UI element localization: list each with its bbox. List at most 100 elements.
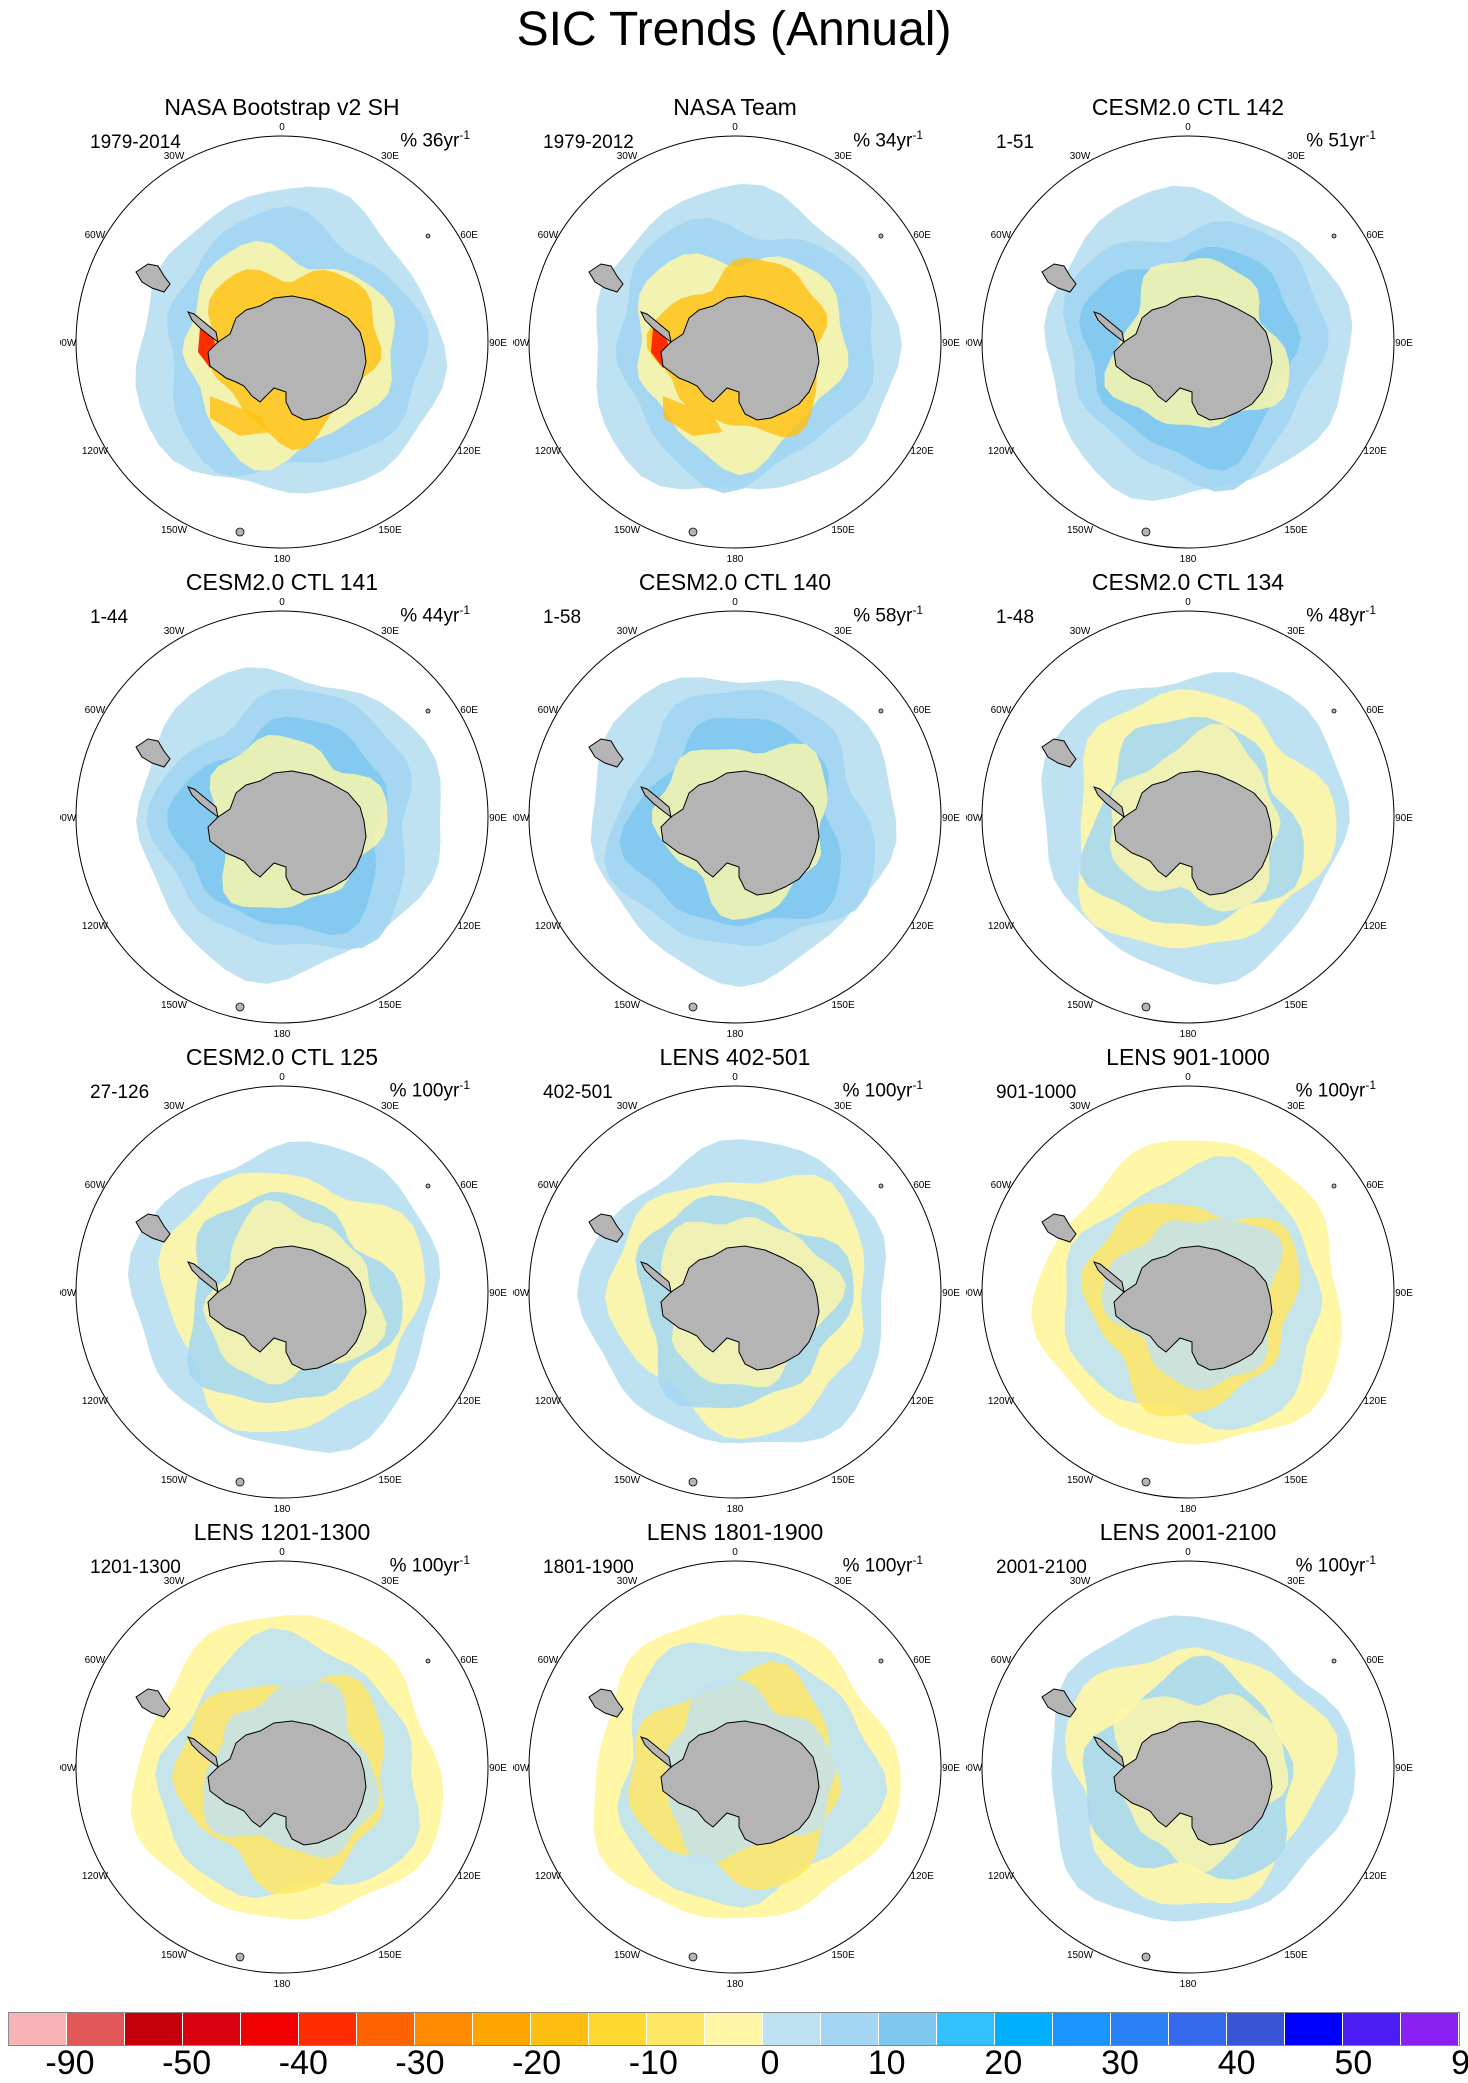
longitude-label: 180 bbox=[1180, 554, 1197, 565]
longitude-label: 90E bbox=[942, 1763, 960, 1774]
longitude-label: 180 bbox=[1180, 1504, 1197, 1515]
longitude-label: 30E bbox=[381, 1576, 399, 1587]
longitude-label: 150W bbox=[614, 1950, 641, 1961]
longitude-label: 120E bbox=[457, 921, 481, 932]
longitude-label: 60W bbox=[538, 230, 559, 241]
panel-unit: % 100yr-1 bbox=[843, 1078, 923, 1102]
polar-map: 0 30E 60E 90E 120E 150E 180 150W 120W 90W 60W 30W bbox=[513, 597, 960, 1040]
longitude-label: 150W bbox=[161, 1475, 188, 1486]
panel-title: LENS 1801-1900 bbox=[646, 1519, 824, 1545]
longitude-label: 60W bbox=[85, 1655, 106, 1666]
longitude-label: 90W bbox=[60, 1288, 77, 1299]
colorbar-label: 50 bbox=[1334, 2044, 1373, 2082]
longitude-label: 90W bbox=[966, 813, 983, 824]
longitude-label: 120E bbox=[1363, 446, 1387, 457]
longitude-label: 150W bbox=[161, 525, 188, 536]
longitude-label: 120E bbox=[910, 921, 934, 932]
longitude-label: 180 bbox=[274, 1029, 291, 1040]
unit-prefix: % 100yr bbox=[1295, 1080, 1366, 1102]
polar-map: 0 30E 60E 90E 120E 150E 180 150W 120W 90W 60W 30W bbox=[966, 1072, 1413, 1515]
panel-title: CESM2.0 CTL 142 bbox=[1091, 94, 1285, 120]
panel-period: 1801-1900 bbox=[543, 1557, 634, 1578]
longitude-label: 0 bbox=[1185, 1547, 1191, 1558]
longitude-label: 0 bbox=[279, 1547, 285, 1558]
colorbar-swatch bbox=[821, 2013, 879, 2045]
panel-period: 1201-1300 bbox=[90, 1557, 181, 1578]
colorbar-label: -50 bbox=[162, 2044, 212, 2082]
panel-unit: % 44yr-1 bbox=[400, 603, 470, 627]
map-panel: 0 30E 60E 90E 120E 150E 180 150W 120W 90W 60W 30W LE… bbox=[966, 1519, 1446, 1995]
colorbar-swatch bbox=[67, 2013, 125, 2045]
map-panel: 0 30E 60E 90E 120E 150E 180 150W 120W 90W 60W 30W LE… bbox=[513, 1519, 993, 1995]
longitude-label: 0 bbox=[279, 597, 285, 608]
longitude-label: 90W bbox=[513, 1288, 530, 1299]
map-panel: 0 30E 60E 90E 120E 150E 180 150W 120W 90W 60W 30W LE… bbox=[966, 1044, 1446, 1520]
colorbar-label: 10 bbox=[867, 2044, 906, 2082]
unit-exponent: -1 bbox=[912, 1553, 923, 1567]
colorbar-swatch bbox=[1053, 2013, 1111, 2045]
colorbar-swatch bbox=[241, 2013, 299, 2045]
map-panel: 0 30E 60E 90E 120E 150E 180 150W 120W 90W 60W 30W CE… bbox=[966, 569, 1446, 1045]
longitude-label: 120E bbox=[1363, 1871, 1387, 1882]
panel-unit: % 48yr-1 bbox=[1306, 603, 1376, 627]
panel-period: 1979-2012 bbox=[543, 132, 634, 153]
panel-title: NASA Team bbox=[673, 94, 797, 120]
longitude-label: 60W bbox=[538, 1655, 559, 1666]
longitude-label: 30E bbox=[1287, 151, 1305, 162]
longitude-label: 150W bbox=[614, 1000, 641, 1011]
longitude-label: 180 bbox=[1180, 1979, 1197, 1990]
unit-prefix: % 36yr bbox=[400, 130, 460, 152]
longitude-label: 150E bbox=[1284, 1475, 1308, 1486]
longitude-label: 120W bbox=[82, 446, 109, 457]
longitude-label: 90W bbox=[513, 338, 530, 349]
longitude-label: 150E bbox=[831, 1475, 855, 1486]
longitude-label: 150E bbox=[378, 1000, 402, 1011]
panel-title: LENS 901-1000 bbox=[1106, 1044, 1270, 1070]
longitude-label: 120E bbox=[457, 446, 481, 457]
polar-map: 0 30E 60E 90E 120E 150E 180 150W 120W 90W 60W 30W bbox=[966, 597, 1413, 1040]
panel-unit: % 51yr-1 bbox=[1306, 128, 1376, 152]
longitude-label: 120E bbox=[910, 1871, 934, 1882]
longitude-label: 60E bbox=[913, 1180, 931, 1191]
colorbar-label: 40 bbox=[1217, 2044, 1256, 2082]
longitude-label: 0 bbox=[279, 1072, 285, 1083]
colorbar-swatch bbox=[125, 2013, 183, 2045]
colorbar-label: 20 bbox=[984, 2044, 1023, 2082]
longitude-label: 60E bbox=[1366, 230, 1384, 241]
longitude-label: 60W bbox=[85, 230, 106, 241]
longitude-label: 120W bbox=[82, 921, 109, 932]
longitude-label: 90E bbox=[489, 338, 507, 349]
longitude-label: 180 bbox=[274, 554, 291, 565]
longitude-label: 120W bbox=[988, 446, 1015, 457]
colorbar-label: 0 bbox=[760, 2044, 780, 2082]
panel-title: CESM2.0 CTL 141 bbox=[185, 569, 379, 595]
longitude-label: 0 bbox=[732, 122, 738, 133]
colorbar-label: 30 bbox=[1101, 2044, 1139, 2082]
panel-title: CESM2.0 CTL 134 bbox=[1091, 569, 1285, 595]
longitude-label: 150W bbox=[614, 1475, 641, 1486]
figure-title: SIC Trends (Annual) bbox=[516, 3, 952, 56]
panel-period: 402-501 bbox=[543, 1082, 613, 1103]
longitude-label: 60E bbox=[1366, 1655, 1384, 1666]
colorbar-swatch bbox=[1401, 2013, 1459, 2045]
unit-exponent: -1 bbox=[912, 1078, 923, 1092]
longitude-label: 120W bbox=[535, 446, 562, 457]
longitude-label: 150E bbox=[378, 1475, 402, 1486]
longitude-label: 90W bbox=[966, 1763, 983, 1774]
unit-prefix: % 100yr bbox=[389, 1555, 460, 1577]
longitude-label: 180 bbox=[274, 1504, 291, 1515]
colorbar-swatch bbox=[1111, 2013, 1169, 2045]
longitude-label: 60E bbox=[1366, 1180, 1384, 1191]
panel-unit: % 34yr-1 bbox=[853, 128, 923, 152]
longitude-label: 30E bbox=[834, 151, 852, 162]
longitude-label: 60W bbox=[538, 705, 559, 716]
map-panel: 0 30E 60E 90E 120E 150E 180 150W 120W 90W 60W 30W CE… bbox=[513, 569, 993, 1045]
longitude-label: 30W bbox=[617, 1576, 638, 1587]
longitude-label: 180 bbox=[727, 554, 744, 565]
longitude-label: 30W bbox=[1070, 1101, 1091, 1112]
longitude-label: 60W bbox=[991, 230, 1012, 241]
longitude-label: 120W bbox=[82, 1396, 109, 1407]
unit-exponent: -1 bbox=[912, 128, 923, 142]
longitude-label: 120W bbox=[988, 1871, 1015, 1882]
longitude-label: 30W bbox=[164, 626, 185, 637]
